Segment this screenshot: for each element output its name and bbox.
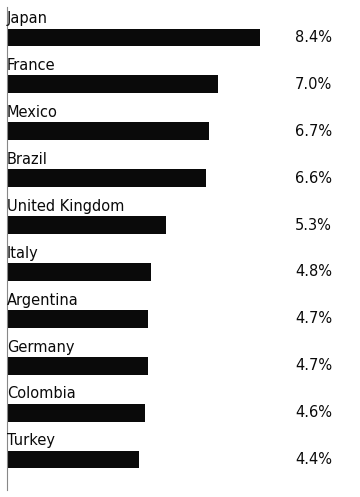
Bar <box>7 28 260 46</box>
Text: Colombia: Colombia <box>7 386 76 402</box>
Text: Argentina: Argentina <box>7 293 79 308</box>
Text: 5.3%: 5.3% <box>295 218 332 233</box>
Text: 6.7%: 6.7% <box>295 124 332 139</box>
Text: 4.7%: 4.7% <box>295 311 332 327</box>
Text: France: France <box>7 58 55 73</box>
Text: 7.0%: 7.0% <box>295 77 332 92</box>
Text: 4.4%: 4.4% <box>295 452 332 467</box>
Text: 8.4%: 8.4% <box>295 30 332 45</box>
Text: 4.8%: 4.8% <box>295 264 332 279</box>
Bar <box>7 310 148 328</box>
Text: Mexico: Mexico <box>7 105 58 120</box>
Text: 4.7%: 4.7% <box>295 358 332 373</box>
Bar <box>7 404 145 421</box>
Bar <box>7 357 148 375</box>
Text: Italy: Italy <box>7 246 39 261</box>
Text: Germany: Germany <box>7 339 75 354</box>
Bar <box>7 263 152 281</box>
Text: Turkey: Turkey <box>7 433 55 448</box>
Bar <box>7 169 206 187</box>
Bar <box>7 122 208 140</box>
Text: 6.6%: 6.6% <box>295 170 332 186</box>
Text: United Kingdom: United Kingdom <box>7 199 124 214</box>
Text: 4.6%: 4.6% <box>295 405 332 420</box>
Bar <box>7 216 166 234</box>
Text: Brazil: Brazil <box>7 152 48 167</box>
Text: Japan: Japan <box>7 11 48 26</box>
Bar <box>7 451 139 469</box>
Bar <box>7 76 218 93</box>
